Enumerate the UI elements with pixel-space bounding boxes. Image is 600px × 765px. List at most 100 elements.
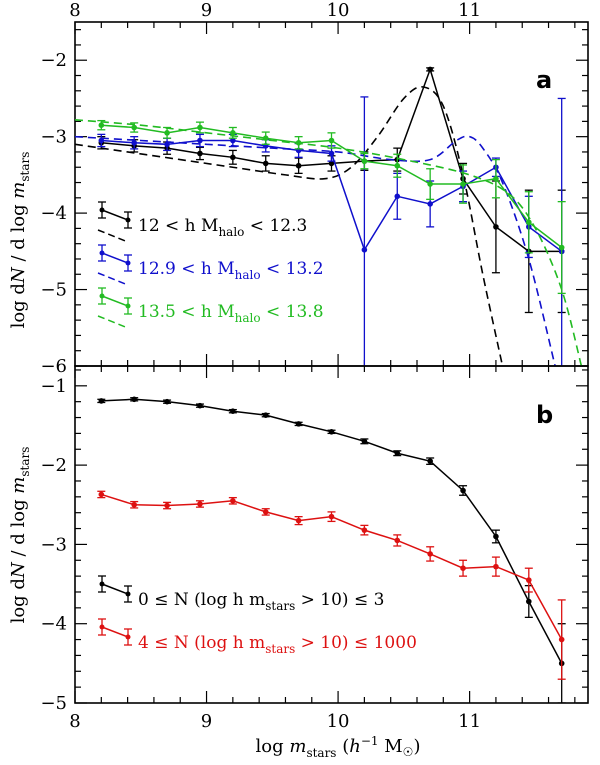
- y-tick-label: −1: [40, 376, 67, 397]
- data-point: [328, 150, 335, 157]
- legend-entry-1: 4 ≤ N (log h mstars > 10) ≤ 1000: [98, 618, 417, 656]
- data-point: [164, 398, 170, 405]
- x-tick-label: 8: [69, 0, 80, 21]
- data-point: [526, 598, 532, 605]
- data-point: [493, 224, 499, 230]
- data-point: [98, 137, 105, 144]
- data-point: [197, 150, 203, 157]
- legend-label: 13.5 < h Mhalo < 13.8: [138, 302, 324, 325]
- data-point: [230, 154, 236, 161]
- panel-frame: [74, 365, 589, 704]
- y-tick-label: −6: [40, 356, 67, 377]
- y-tick-label: −3: [40, 534, 67, 555]
- data-point: [230, 498, 236, 504]
- panel-a-ylabel: log dN / d log mstars: [8, 152, 32, 329]
- data-point: [558, 244, 565, 251]
- data-point: [526, 219, 532, 226]
- x-tick-label: 11: [458, 711, 481, 732]
- data-point: [394, 193, 401, 200]
- data-point: [230, 408, 236, 414]
- legend-entry-0: 0 ≤ N (log h mstars > 10) ≤ 3: [98, 575, 384, 613]
- panel-b: −1 −2 −3 −4 −58 9 10 11 0 ≤ N (log h mstars > 10…: [40, 365, 589, 732]
- data-point: [460, 565, 466, 571]
- data-point: [361, 158, 368, 164]
- data-point: [394, 450, 401, 457]
- data-point: [295, 139, 302, 146]
- data-point: [230, 130, 236, 136]
- y-tick-label: −5: [40, 280, 67, 301]
- data-point: [262, 135, 269, 141]
- data-point: [361, 247, 368, 253]
- panel-b-ylabel: log dN / d log mstars: [8, 447, 32, 624]
- data-point: [131, 396, 137, 403]
- legend-label: 12.9 < h Mhalo < 13.2: [138, 259, 324, 282]
- y-tick-label: −2: [40, 50, 67, 71]
- legend-entry-1: 12.9 < h Mhalo < 13.2: [97, 244, 324, 286]
- data-point: [328, 429, 335, 435]
- y-tick-label: −3: [40, 127, 67, 148]
- data-point: [197, 402, 203, 409]
- y-tick-label: −4: [40, 614, 67, 635]
- data-point: [460, 181, 466, 187]
- data-point: [230, 137, 236, 144]
- panel-a-label: a: [536, 66, 552, 94]
- data-point: [558, 636, 565, 643]
- panel-a: −2 −3 −4 −5 −6 8 9 10 11 12 < h Mhalo < 12.3 12.9 …: [40, 0, 589, 377]
- x-axis-label: log mstars (h−1 M☉): [256, 734, 421, 760]
- data-point: [328, 513, 335, 520]
- data-point: [427, 458, 433, 464]
- model-curve-2: [75, 119, 583, 366]
- data-point: [493, 175, 499, 182]
- data-point: [164, 141, 170, 148]
- data-point: [295, 421, 302, 427]
- x-tick-label: 10: [327, 711, 350, 732]
- legend-label: 4 ≤ N (log h mstars > 10) ≤ 1000: [138, 633, 417, 656]
- legend-entry-2: 13.5 < h Mhalo < 13.8: [97, 287, 324, 329]
- data-point: [262, 509, 269, 515]
- data-point: [164, 130, 170, 136]
- data-point: [361, 527, 368, 533]
- data-point: [328, 137, 335, 144]
- data-point: [131, 139, 137, 146]
- x-tick-label: 9: [201, 0, 212, 21]
- data-point: [295, 517, 302, 524]
- data-point: [131, 124, 137, 131]
- data-point: [328, 160, 335, 167]
- data-point: [427, 551, 433, 557]
- x-tick-label: 9: [201, 711, 212, 732]
- x-tick-label: 10: [327, 0, 350, 21]
- data-point: [131, 501, 137, 508]
- legend-label: 12 < h Mhalo < 12.3: [138, 216, 307, 239]
- data-point: [197, 501, 203, 507]
- data-point: [164, 502, 170, 509]
- data-point: [361, 438, 368, 445]
- x-tick-label: 8: [69, 711, 80, 732]
- model-curve-0: [75, 85, 504, 366]
- panel-b-label: b: [536, 401, 553, 429]
- data-point: [98, 398, 105, 404]
- data-point: [98, 491, 105, 498]
- data-point: [427, 201, 433, 207]
- x-tick-label: 11: [458, 0, 481, 21]
- y-tick-label: −2: [40, 455, 67, 476]
- data-point: [526, 577, 532, 583]
- data-point: [460, 487, 466, 494]
- data-point: [427, 66, 433, 73]
- series-line-0: [101, 398, 563, 664]
- data-point: [493, 533, 499, 540]
- data-point: [295, 162, 302, 169]
- data-point: [262, 160, 269, 167]
- y-tick-label: −5: [40, 693, 67, 714]
- legend-entry-0: 12 < h Mhalo < 12.3: [97, 201, 307, 243]
- data-point: [197, 137, 203, 144]
- data-point: [493, 563, 499, 570]
- model-curve-1: [75, 135, 556, 366]
- data-point: [197, 124, 203, 131]
- data-point: [262, 412, 269, 418]
- y-tick-label: −4: [40, 203, 67, 224]
- data-point: [394, 537, 401, 544]
- data-point: [394, 162, 401, 169]
- data-point: [427, 181, 433, 187]
- data-point: [98, 122, 105, 128]
